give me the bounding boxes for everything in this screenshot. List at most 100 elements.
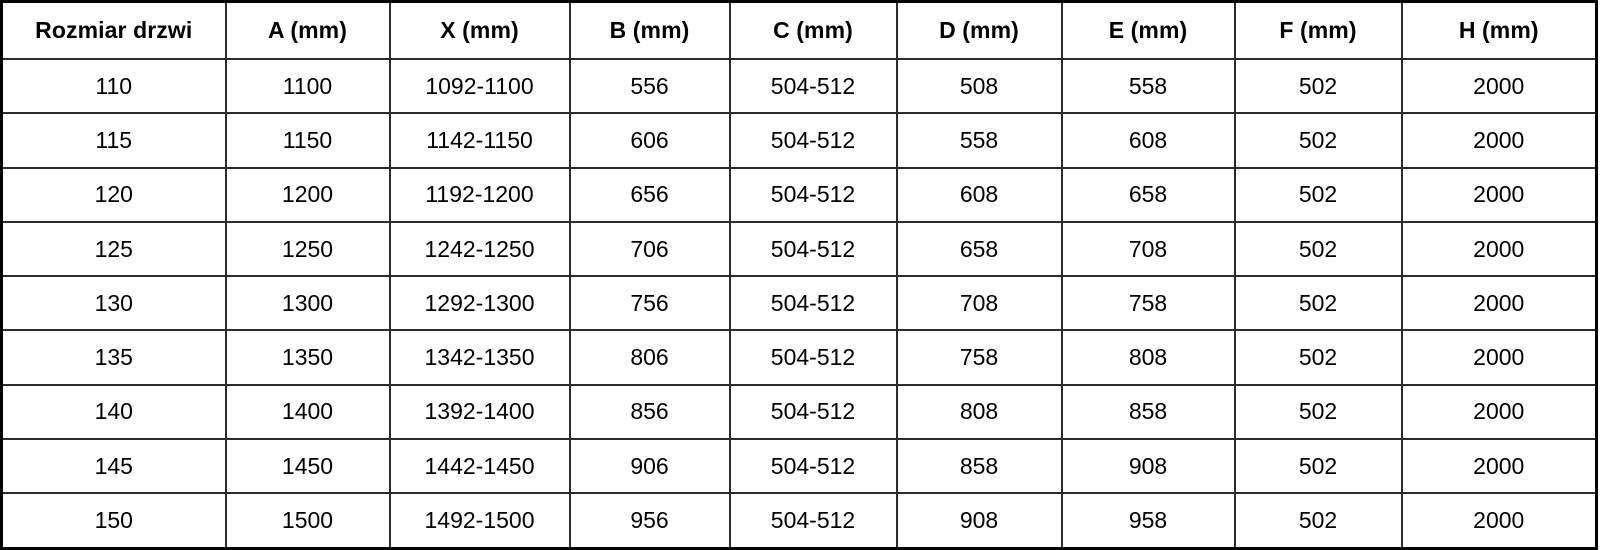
cell-c: 504-512 <box>728 166 898 223</box>
cell-a: 1150 <box>224 112 391 169</box>
cell-d: 808 <box>895 383 1063 441</box>
cell-x: 1092-1100 <box>388 57 571 115</box>
cell-a: 1200 <box>224 166 391 223</box>
column-header-rozmiar-drzwi: Rozmiar drzwi <box>0 0 227 60</box>
cell-c: 504-512 <box>728 220 898 278</box>
cell-rozmiar-drzwi: 125 <box>0 220 227 278</box>
cell-d: 658 <box>895 220 1063 278</box>
cell-e: 758 <box>1060 275 1236 332</box>
cell-b: 756 <box>568 275 731 332</box>
cell-a: 1100 <box>224 57 391 115</box>
table-row: 145 1450 1442-1450 906 504-512 858 908 5… <box>0 438 1598 495</box>
cell-a: 1250 <box>224 220 391 278</box>
column-header-a: A (mm) <box>224 0 391 60</box>
cell-x: 1442-1450 <box>388 438 571 495</box>
column-header-c: C (mm) <box>728 0 898 60</box>
cell-d: 708 <box>895 275 1063 332</box>
cell-b: 956 <box>568 492 731 550</box>
table-row: 120 1200 1192-1200 656 504-512 608 658 5… <box>0 166 1598 223</box>
cell-f: 502 <box>1233 112 1403 169</box>
cell-c: 504-512 <box>728 383 898 441</box>
cell-h: 2000 <box>1400 57 1598 115</box>
table-row: 150 1500 1492-1500 956 504-512 908 958 5… <box>0 492 1598 550</box>
cell-a: 1500 <box>224 492 391 550</box>
cell-b: 906 <box>568 438 731 495</box>
cell-d: 908 <box>895 492 1063 550</box>
cell-x: 1242-1250 <box>388 220 571 278</box>
cell-b: 556 <box>568 57 731 115</box>
column-header-f: F (mm) <box>1233 0 1403 60</box>
cell-h: 2000 <box>1400 275 1598 332</box>
cell-f: 502 <box>1233 438 1403 495</box>
cell-d: 858 <box>895 438 1063 495</box>
cell-e: 608 <box>1060 112 1236 169</box>
cell-rozmiar-drzwi: 115 <box>0 112 227 169</box>
cell-h: 2000 <box>1400 438 1598 495</box>
cell-f: 502 <box>1233 57 1403 115</box>
cell-h: 2000 <box>1400 492 1598 550</box>
cell-h: 2000 <box>1400 329 1598 386</box>
cell-x: 1142-1150 <box>388 112 571 169</box>
cell-e: 708 <box>1060 220 1236 278</box>
cell-rozmiar-drzwi: 110 <box>0 57 227 115</box>
cell-x: 1292-1300 <box>388 275 571 332</box>
column-header-e: E (mm) <box>1060 0 1236 60</box>
cell-x: 1342-1350 <box>388 329 571 386</box>
cell-rozmiar-drzwi: 150 <box>0 492 227 550</box>
cell-e: 558 <box>1060 57 1236 115</box>
cell-d: 508 <box>895 57 1063 115</box>
cell-e: 958 <box>1060 492 1236 550</box>
column-header-d: D (mm) <box>895 0 1063 60</box>
cell-d: 608 <box>895 166 1063 223</box>
cell-c: 504-512 <box>728 275 898 332</box>
cell-x: 1192-1200 <box>388 166 571 223</box>
cell-a: 1400 <box>224 383 391 441</box>
cell-rozmiar-drzwi: 145 <box>0 438 227 495</box>
cell-h: 2000 <box>1400 220 1598 278</box>
table-row: 130 1300 1292-1300 756 504-512 708 758 5… <box>0 275 1598 332</box>
table-body: 110 1100 1092-1100 556 504-512 508 558 5… <box>0 57 1598 550</box>
cell-f: 502 <box>1233 275 1403 332</box>
cell-e: 658 <box>1060 166 1236 223</box>
table-row: 115 1150 1142-1150 606 504-512 558 608 5… <box>0 112 1598 169</box>
cell-b: 606 <box>568 112 731 169</box>
table-header-row: Rozmiar drzwi A (mm) X (mm) B (mm) C (mm… <box>0 0 1598 60</box>
column-header-h: H (mm) <box>1400 0 1598 60</box>
table-row: 125 1250 1242-1250 706 504-512 658 708 5… <box>0 220 1598 278</box>
cell-h: 2000 <box>1400 112 1598 169</box>
cell-b: 806 <box>568 329 731 386</box>
cell-f: 502 <box>1233 220 1403 278</box>
table-row: 110 1100 1092-1100 556 504-512 508 558 5… <box>0 57 1598 115</box>
cell-c: 504-512 <box>728 112 898 169</box>
cell-a: 1350 <box>224 329 391 386</box>
cell-a: 1450 <box>224 438 391 495</box>
cell-e: 908 <box>1060 438 1236 495</box>
cell-rozmiar-drzwi: 140 <box>0 383 227 441</box>
cell-rozmiar-drzwi: 120 <box>0 166 227 223</box>
cell-h: 2000 <box>1400 166 1598 223</box>
cell-f: 502 <box>1233 166 1403 223</box>
cell-c: 504-512 <box>728 492 898 550</box>
column-header-b: B (mm) <box>568 0 731 60</box>
cell-f: 502 <box>1233 329 1403 386</box>
cell-e: 858 <box>1060 383 1236 441</box>
cell-a: 1300 <box>224 275 391 332</box>
table-header: Rozmiar drzwi A (mm) X (mm) B (mm) C (mm… <box>0 0 1598 60</box>
cell-rozmiar-drzwi: 130 <box>0 275 227 332</box>
cell-f: 502 <box>1233 383 1403 441</box>
cell-b: 706 <box>568 220 731 278</box>
cell-c: 504-512 <box>728 57 898 115</box>
cell-x: 1392-1400 <box>388 383 571 441</box>
cell-d: 758 <box>895 329 1063 386</box>
cell-f: 502 <box>1233 492 1403 550</box>
cell-c: 504-512 <box>728 329 898 386</box>
cell-d: 558 <box>895 112 1063 169</box>
cell-e: 808 <box>1060 329 1236 386</box>
cell-c: 504-512 <box>728 438 898 495</box>
cell-rozmiar-drzwi: 135 <box>0 329 227 386</box>
cell-b: 856 <box>568 383 731 441</box>
table-row: 140 1400 1392-1400 856 504-512 808 858 5… <box>0 383 1598 441</box>
table-row: 135 1350 1342-1350 806 504-512 758 808 5… <box>0 329 1598 386</box>
